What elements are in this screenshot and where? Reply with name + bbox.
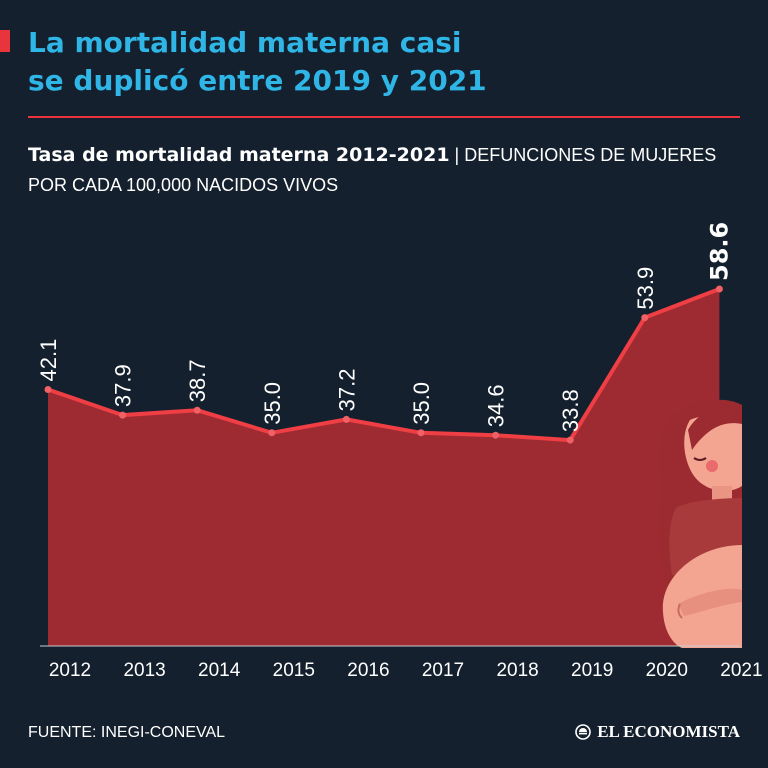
x-tick-label-2018: 2018 [496, 660, 538, 681]
data-label-2020: 53.9 [633, 267, 658, 310]
x-tick-label-2020: 2020 [646, 660, 688, 681]
brand-name: EL ECONOMISTA [597, 722, 740, 741]
headline-line-2: se duplicó entre 2019 y 2021 [28, 64, 487, 97]
chart-subtitle: Tasa de mortalidad materna 2012-2021 | D… [28, 140, 748, 200]
data-point-2017 [417, 429, 425, 437]
marks-layer: 42.1 2012 37.9 2013 38.7 2014 35.0 2015 37.2 2016… [36, 222, 763, 681]
subtitle-bold: Tasa de mortalidad materna 2012-2021 [28, 144, 450, 166]
data-point-2015 [268, 429, 276, 437]
headline: La mortalidad materna casi se duplicó en… [28, 24, 748, 100]
x-tick-label-2013: 2013 [123, 660, 165, 681]
x-tick-label-2016: 2016 [347, 660, 389, 681]
x-tick-label-2015: 2015 [273, 660, 315, 681]
data-label-2021: 58.6 [705, 222, 733, 281]
data-point-2013 [119, 411, 127, 419]
subtitle-unit: DEFUNCIONES DE MUJERES POR CADA 100,000 … [28, 145, 717, 195]
data-label-2012: 42.1 [36, 339, 61, 382]
data-label-2014: 38.7 [185, 359, 210, 402]
area-fill [48, 289, 720, 646]
data-label-2015: 35.0 [260, 382, 285, 425]
data-label-2016: 37.2 [334, 369, 359, 412]
data-point-2020 [641, 314, 649, 322]
area-layer [48, 289, 720, 646]
data-label-2019: 33.8 [558, 389, 583, 432]
headline-divider [28, 116, 740, 118]
data-point-2016 [342, 415, 350, 423]
x-tick-label-2012: 2012 [49, 660, 91, 681]
data-label-2013: 37.9 [111, 364, 136, 407]
brand-logo: EL ECONOMISTA [575, 722, 740, 742]
data-label-2017: 35.0 [409, 382, 434, 425]
data-point-2012 [44, 386, 52, 394]
brand-globe-icon [575, 724, 591, 740]
x-tick-label-2019: 2019 [571, 660, 613, 681]
accent-bar [0, 30, 10, 52]
headline-line-1: La mortalidad materna casi [28, 26, 462, 59]
pregnant-woman-illustration [658, 399, 742, 648]
x-tick-label-2017: 2017 [422, 660, 464, 681]
data-point-2018 [492, 431, 500, 439]
x-tick-label-2014: 2014 [198, 660, 241, 681]
x-tick-label-2021: 2021 [720, 660, 762, 681]
data-label-2018: 34.6 [484, 384, 509, 427]
subtitle-separator: | [449, 145, 465, 165]
data-point-2014 [193, 406, 201, 414]
series-line [47, 287, 721, 443]
data-point-2021 [715, 285, 723, 293]
source-note: FUENTE: INEGI-CONEVAL [28, 724, 226, 741]
data-point-2019 [566, 436, 574, 444]
